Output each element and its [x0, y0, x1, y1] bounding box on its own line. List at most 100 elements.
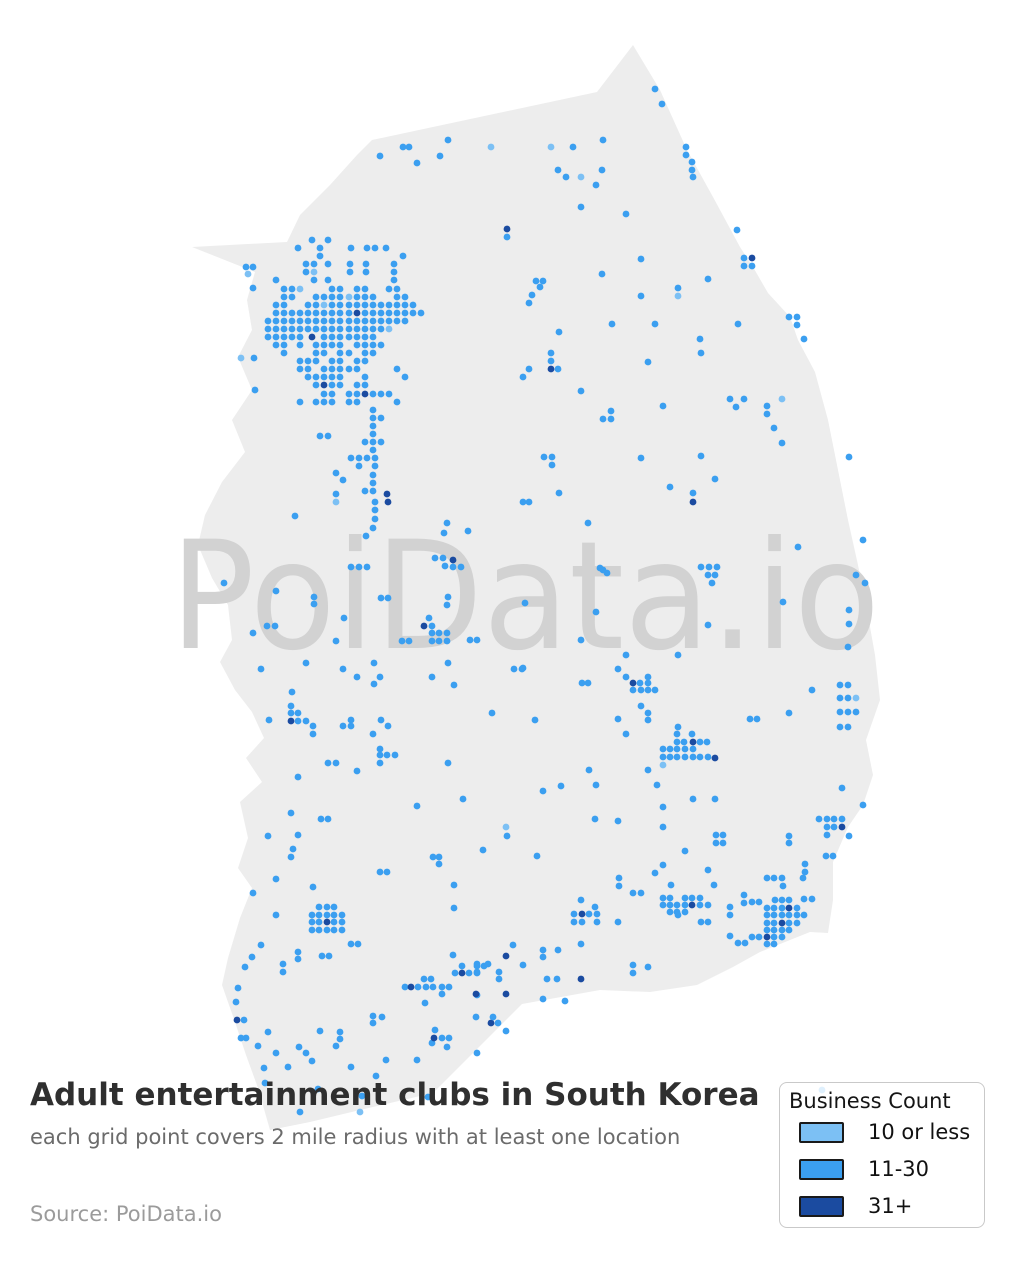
map-dot — [372, 1072, 380, 1080]
map-dot — [644, 358, 652, 366]
map-dot — [778, 904, 786, 912]
map-dot — [304, 317, 312, 325]
map-dot — [398, 637, 406, 645]
map-dot — [371, 515, 379, 523]
map-dot — [393, 317, 401, 325]
map-dot — [553, 975, 561, 983]
map-dot — [696, 753, 704, 761]
map-dot — [312, 349, 320, 357]
map-dot — [450, 681, 458, 689]
map-dot — [362, 532, 370, 540]
map-dot — [369, 333, 377, 341]
map-dot — [439, 554, 447, 562]
map-dot — [800, 911, 808, 919]
map-dot — [304, 357, 312, 365]
map-dot — [390, 268, 398, 276]
map-dot — [309, 722, 317, 730]
map-dot — [345, 333, 353, 341]
map-dot — [748, 262, 756, 270]
map-dot — [312, 341, 320, 349]
map-dot — [800, 895, 808, 903]
map-dot — [528, 291, 536, 299]
map-dot — [593, 918, 601, 926]
map-dot — [340, 614, 348, 622]
map-dot — [304, 325, 312, 333]
map-dot — [328, 301, 336, 309]
map-dot — [328, 357, 336, 365]
map-dot — [347, 563, 355, 571]
map-dot — [296, 325, 304, 333]
map-dot — [323, 911, 331, 919]
map-dot — [673, 753, 681, 761]
map-dot — [823, 831, 831, 839]
map-dot — [291, 512, 299, 520]
map-dot — [598, 270, 606, 278]
map-dot — [304, 373, 312, 381]
map-dot — [487, 1019, 495, 1027]
map-dot — [330, 918, 338, 926]
map-dot — [294, 709, 302, 717]
map-dot — [785, 709, 793, 717]
map-dot — [323, 903, 331, 911]
map-dot — [390, 260, 398, 268]
map-dot — [336, 333, 344, 341]
map-dot — [405, 637, 413, 645]
map-dot — [315, 918, 323, 926]
map-dot — [554, 365, 562, 373]
map-dot — [674, 651, 682, 659]
map-dot — [264, 325, 272, 333]
map-dot — [740, 891, 748, 899]
map-dot — [377, 438, 385, 446]
map-dot — [637, 454, 645, 462]
map-dot — [449, 556, 457, 564]
map-dot — [390, 276, 398, 284]
map-dot — [409, 309, 417, 317]
map-dot — [320, 309, 328, 317]
map-dot — [413, 159, 421, 167]
map-dot — [376, 759, 384, 767]
map-dot — [320, 341, 328, 349]
map-dot — [487, 143, 495, 151]
map-dot — [302, 659, 310, 667]
map-dot — [704, 866, 712, 874]
map-dot — [353, 673, 361, 681]
map-dot — [312, 301, 320, 309]
map-dot — [838, 815, 846, 823]
map-dot — [353, 341, 361, 349]
map-dot — [651, 85, 659, 93]
map-dot — [502, 990, 510, 998]
map-dot — [353, 767, 361, 775]
map-dot — [622, 673, 630, 681]
map-dot — [361, 285, 369, 293]
map-dot — [320, 317, 328, 325]
map-dot — [272, 325, 280, 333]
map-dot — [585, 766, 593, 774]
map-dot — [659, 861, 667, 869]
map-dot — [339, 722, 347, 730]
map-dot — [323, 926, 331, 934]
map-dot — [328, 341, 336, 349]
map-dot — [674, 911, 682, 919]
map-dot — [244, 270, 252, 278]
map-dot — [264, 317, 272, 325]
map-dot — [577, 940, 585, 948]
map-dot — [384, 722, 392, 730]
map-dot — [409, 301, 417, 309]
map-dot — [332, 469, 340, 477]
map-dot — [740, 395, 748, 403]
map-dot — [763, 402, 771, 410]
map-dot — [280, 349, 288, 357]
map-dot — [808, 686, 816, 694]
map-dot — [666, 753, 674, 761]
map-dot — [681, 894, 689, 902]
map-dot — [644, 766, 652, 774]
map-dot — [666, 745, 674, 753]
map-dot — [353, 293, 361, 301]
map-dot — [658, 100, 666, 108]
legend-swatch-11-30 — [799, 1158, 844, 1180]
map-dot — [429, 983, 437, 991]
map-dot — [704, 901, 712, 909]
map-dot — [369, 317, 377, 325]
